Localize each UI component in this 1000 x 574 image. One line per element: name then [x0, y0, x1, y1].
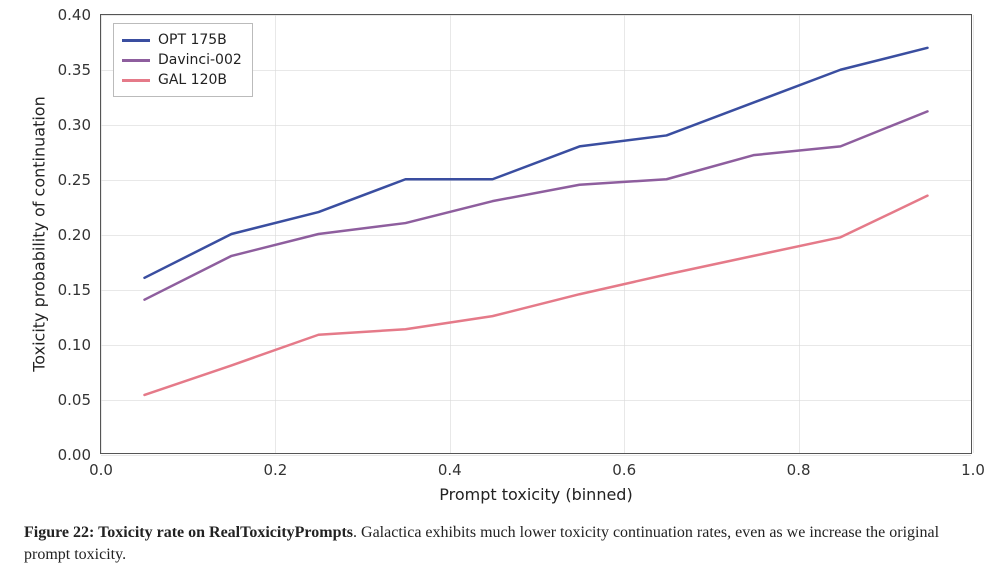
y-tick-label: 0.05	[58, 391, 91, 409]
x-tick-label: 0.8	[787, 461, 811, 479]
legend-label: OPT 175B	[158, 30, 227, 50]
x-tick-label: 1.0	[961, 461, 985, 479]
y-axis-label: Toxicity probability of continuation	[30, 96, 49, 371]
y-tick-label: 0.35	[58, 61, 91, 79]
legend-row: OPT 175B	[122, 30, 242, 50]
x-tick-label: 0.0	[89, 461, 113, 479]
legend-swatch	[122, 79, 150, 82]
y-tick-label: 0.30	[58, 116, 91, 134]
x-axis-label: Prompt toxicity (binned)	[439, 485, 632, 504]
legend-row: Davinci-002	[122, 50, 242, 70]
gridline-v	[973, 15, 974, 453]
x-tick-label: 0.2	[263, 461, 287, 479]
y-tick-label: 0.25	[58, 171, 91, 189]
legend-label: GAL 120B	[158, 70, 227, 90]
y-tick-label: 0.20	[58, 226, 91, 244]
legend-row: GAL 120B	[122, 70, 242, 90]
y-tick-label: 0.00	[58, 446, 91, 464]
x-tick-label: 0.6	[612, 461, 636, 479]
chart-plot-area: OPT 175BDavinci-002GAL 120B Prompt toxic…	[100, 14, 972, 454]
figure-caption-label: Figure 22: Toxicity rate on RealToxicity…	[24, 524, 353, 541]
legend-swatch	[122, 59, 150, 62]
series-line	[145, 111, 928, 299]
chart-legend: OPT 175BDavinci-002GAL 120B	[113, 23, 253, 97]
page-root: OPT 175BDavinci-002GAL 120B Prompt toxic…	[0, 0, 1000, 574]
figure-caption: Figure 22: Toxicity rate on RealToxicity…	[24, 522, 976, 565]
y-tick-label: 0.15	[58, 281, 91, 299]
gridline-h	[101, 455, 971, 456]
legend-swatch	[122, 39, 150, 42]
x-tick-label: 0.4	[438, 461, 462, 479]
y-tick-label: 0.40	[58, 6, 91, 24]
y-tick-label: 0.10	[58, 336, 91, 354]
legend-label: Davinci-002	[158, 50, 242, 70]
